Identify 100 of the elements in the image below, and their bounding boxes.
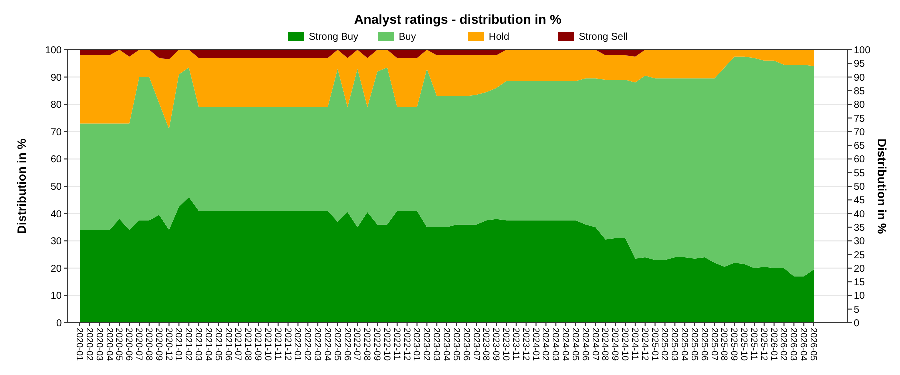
y-tick-label: 50: [50, 182, 62, 193]
x-tick-label: 2020-09: [154, 328, 164, 362]
x-tick-label: 2020-01: [75, 328, 85, 362]
legend-label: Buy: [399, 32, 416, 43]
x-tick-label: 2021-09: [254, 328, 264, 362]
x-tick-label: 2024-09: [610, 328, 621, 362]
x-tick-label: 2024-11: [630, 328, 640, 360]
x-tick-label: 2021-11: [273, 328, 284, 360]
x-tick-label: 2025-10: [740, 328, 750, 362]
x-tick-label: 2026-03: [789, 328, 800, 362]
legend-label: Strong Buy: [309, 32, 358, 43]
x-tick-label: 2026-04: [799, 328, 810, 362]
y-tick-label: 100: [45, 46, 62, 56]
x-tick-label: 2026-02: [779, 328, 790, 362]
x-tick-label: 2025-08: [720, 328, 730, 362]
x-tick-label: 2020-05: [114, 328, 125, 362]
x-tick-label: 2025-03: [670, 328, 680, 362]
x-tick-label: 2022-04: [322, 328, 333, 362]
y2-tick-label: 90: [854, 72, 866, 84]
y2-tick-label: 40: [854, 209, 866, 220]
x-tick-label: 2022-11: [392, 328, 402, 360]
x-tick-label: 2025-05: [690, 328, 700, 362]
x-tick-label: 2021-02: [184, 328, 194, 362]
x-tick-label: 2024-05: [570, 328, 581, 362]
x-tick-label: 2023-10: [502, 328, 512, 362]
x-tick-label: 2023-04: [442, 328, 452, 362]
y2-tick-label: 65: [854, 141, 866, 152]
y2-tick-label: 45: [854, 196, 866, 207]
x-tick-label: 2023-05: [452, 328, 462, 362]
y2-axis-title: Distribution in %: [875, 138, 889, 234]
x-tick-label: 2026-05: [809, 328, 819, 362]
x-tick-label: 2022-09: [372, 328, 383, 362]
y2-tick-label: 100: [854, 46, 872, 56]
x-tick-label: 2022-01: [293, 328, 304, 362]
x-tick-label: 2023-12: [521, 328, 532, 362]
y2-tick-label: 75: [854, 114, 866, 125]
x-tick-label: 2022-03: [313, 328, 324, 362]
x-tick-label: 2020-12: [164, 328, 174, 362]
x-tick-label: 2024-01: [531, 328, 542, 362]
x-tick-label: 2020-04: [104, 328, 115, 362]
x-tick-label: 2022-10: [382, 328, 392, 362]
y-tick-label: 10: [50, 291, 62, 302]
x-tick-label: 2020-06: [124, 328, 135, 362]
x-tick-label: 2025-02: [660, 328, 670, 362]
x-tick-label: 2025-06: [700, 328, 710, 362]
y2-tick-label: 80: [854, 100, 866, 112]
x-tick-label: 2023-06: [462, 328, 472, 362]
y-tick-label: 90: [50, 72, 62, 84]
x-tick-label: 2023-07: [472, 328, 482, 362]
x-tick-label: 2022-08: [362, 328, 373, 362]
x-tick-label: 2025-11: [749, 328, 760, 360]
x-tick-label: 2024-03: [551, 328, 562, 362]
y-tick-label: 0: [56, 318, 62, 330]
x-tick-label: 2021-05: [214, 328, 224, 362]
x-tick-label: 2024-08: [600, 328, 611, 362]
y2-tick-label: 95: [854, 59, 866, 70]
x-tick-label: 2025-01: [650, 328, 660, 362]
y-tick-label: 20: [50, 264, 62, 275]
y2-tick-label: 25: [854, 250, 866, 262]
x-tick-label: 2020-08: [144, 328, 154, 362]
x-tick-label: 2022-02: [303, 328, 314, 362]
y2-tick-label: 10: [854, 291, 866, 302]
x-tick-label: 2025-07: [710, 328, 720, 362]
y-tick-label: 40: [50, 209, 62, 220]
x-tick-label: 2023-09: [492, 328, 502, 362]
x-tick-label: 2024-10: [620, 328, 631, 362]
x-tick-label: 2021-03: [194, 328, 204, 362]
y-axis-title: Distribution in %: [15, 138, 29, 234]
x-tick-label: 2022-12: [402, 328, 412, 362]
x-tick-label: 2024-07: [590, 328, 601, 362]
legend-label: Strong Sell: [579, 32, 628, 43]
y2-tick-label: 5: [854, 304, 860, 316]
x-tick-label: 2022-07: [352, 328, 363, 362]
x-tick-label: 2022-06: [342, 328, 353, 362]
y2-tick-label: 20: [854, 264, 866, 275]
x-tick-label: 2024-04: [561, 328, 572, 362]
x-tick-label: 2024-12: [640, 328, 650, 362]
x-tick-label: 2024-02: [541, 328, 552, 362]
y2-tick-label: 35: [854, 222, 866, 234]
y-tick-label: 60: [50, 154, 62, 166]
x-tick-label: 2021-04: [204, 328, 214, 362]
chart-title: Analyst ratings - distribution in %: [354, 12, 562, 27]
x-tick-label: 2021-12: [283, 328, 294, 362]
x-tick-label: 2021-10: [263, 328, 274, 362]
x-tick-label: 2020-02: [84, 328, 95, 362]
x-tick-label: 2020-03: [94, 328, 105, 362]
x-tick-label: 2021-08: [244, 328, 254, 362]
x-tick-label: 2023-11: [511, 328, 522, 360]
y2-tick-label: 15: [854, 278, 866, 289]
y2-tick-label: 0: [854, 318, 860, 330]
y2-tick-label: 50: [854, 182, 866, 193]
y2-tick-label: 30: [854, 236, 866, 248]
y2-tick-label: 85: [854, 86, 866, 98]
y-tick-label: 30: [50, 236, 62, 248]
x-tick-label: 2021-07: [234, 328, 244, 362]
x-tick-label: 2023-03: [432, 328, 442, 362]
x-tick-label: 2024-06: [580, 328, 591, 362]
x-tick-label: 2023-01: [412, 328, 422, 362]
x-tick-label: 2022-05: [332, 328, 343, 362]
x-tick-label: 2021-06: [224, 328, 234, 362]
